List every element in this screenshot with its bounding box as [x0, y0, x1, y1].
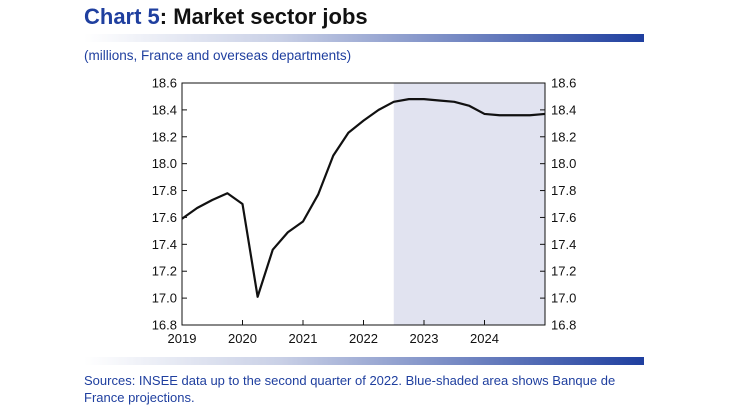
x-tick-label: 2020: [228, 331, 257, 346]
x-axis: 2019 2020 2021 2022 2023 2024: [168, 320, 499, 346]
x-tick-label: 2023: [410, 331, 439, 346]
footer-rule: [84, 357, 644, 365]
right-y-tick-label: 18.4: [551, 102, 576, 117]
left-y-tick-label: 17.4: [152, 237, 177, 252]
right-y-tick-label: 17.2: [551, 264, 576, 279]
plot-frame: [181, 82, 546, 326]
left-y-tick-label: 18.4: [152, 102, 177, 117]
source-note: Sources: INSEE data up to the second qua…: [84, 373, 616, 405]
right-y-tick-label: 18.0: [551, 156, 576, 171]
x-tick-label: 2021: [289, 331, 318, 346]
chart-title-text: Market sector jobs: [173, 4, 368, 29]
chart-number: Chart 5: [84, 4, 160, 29]
left-y-tick-label: 18.2: [152, 129, 177, 144]
x-tick-label: 2024: [470, 331, 499, 346]
header-rule: [84, 34, 644, 42]
right-y-tick-label: 18.6: [551, 76, 576, 91]
left-y-tick-label: 18.6: [152, 76, 177, 91]
left-y-tick-label: 17.6: [152, 210, 177, 225]
right-y-tick-label: 17.6: [551, 210, 576, 225]
right-y-tick-label: 18.2: [551, 129, 576, 144]
x-tick-label: 2022: [349, 331, 378, 346]
x-tick-label: 2019: [168, 331, 197, 346]
right-y-tick-label: 17.0: [551, 291, 576, 306]
projection-shaded-area: [393, 83, 545, 325]
left-y-tick-label: 18.0: [152, 156, 177, 171]
right-y-axis: 16.8 17.0 17.2 17.4 17.6 17.8 18.0 18.2 18.4 18.6: [540, 76, 576, 333]
chart-title: Chart 5: Market sector jobs: [84, 4, 368, 29]
left-y-tick-label: 16.8: [152, 318, 177, 333]
left-y-tick-label: 17.2: [152, 264, 177, 279]
series-line: [181, 98, 546, 298]
right-y-tick-label: 17.4: [551, 237, 576, 252]
right-y-tick-label: 16.8: [551, 318, 576, 333]
right-y-tick-label: 17.8: [551, 183, 576, 198]
chart-subtitle: (millions, France and overseas departmen…: [84, 48, 352, 63]
left-y-axis: 16.8 17.0 17.2 17.4 17.6 17.8 18.0 18.2 18.4 18.6: [152, 76, 187, 333]
left-y-tick-label: 17.0: [152, 291, 177, 306]
left-y-tick-label: 17.8: [152, 183, 177, 198]
